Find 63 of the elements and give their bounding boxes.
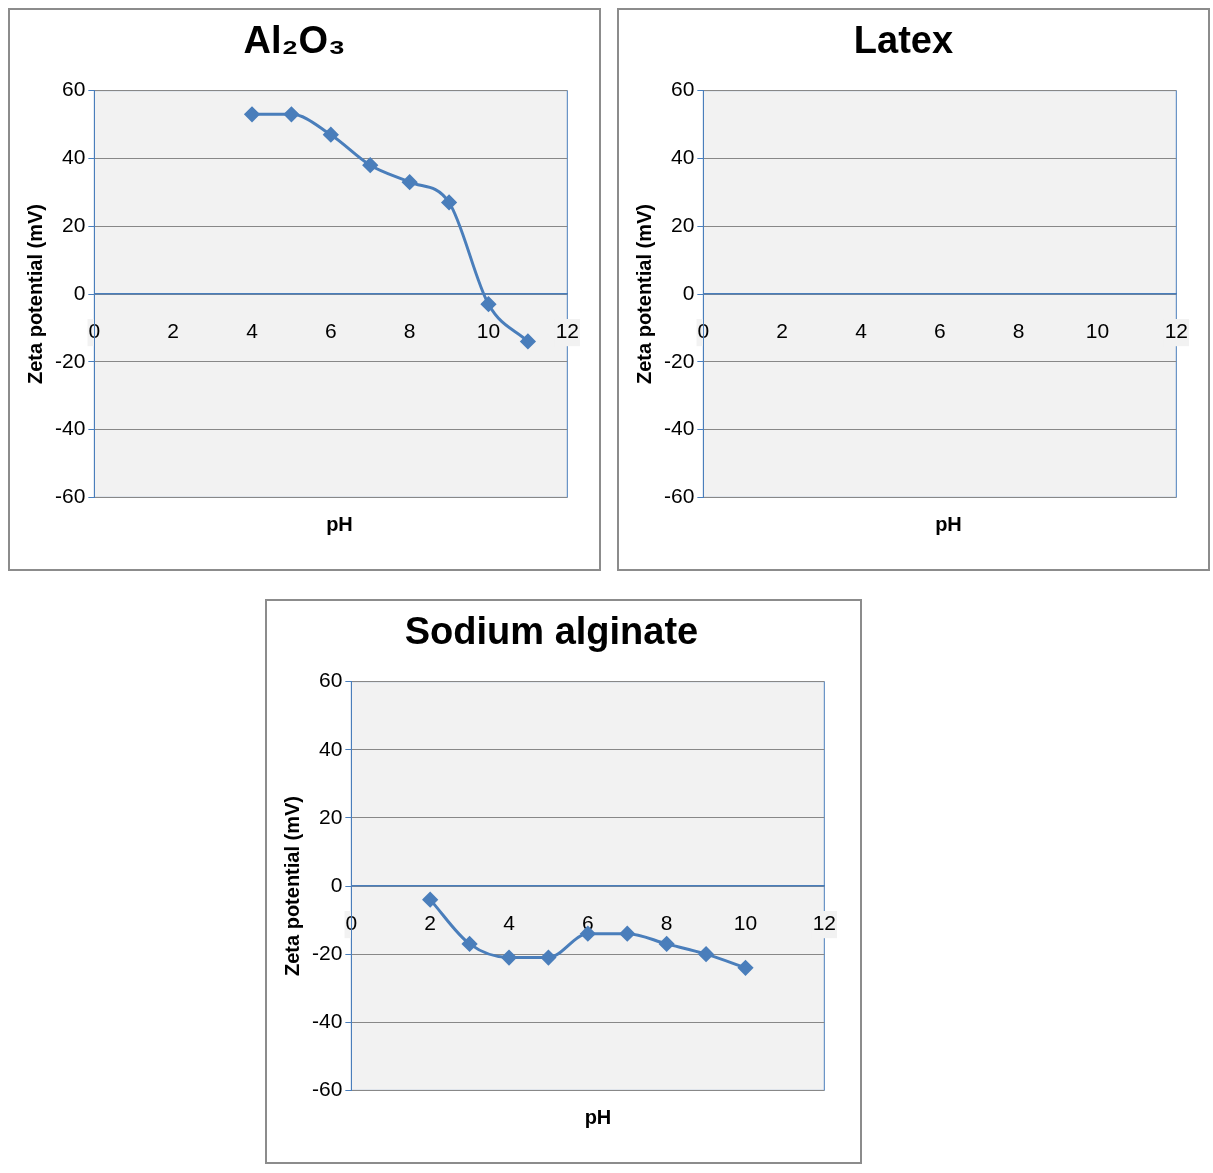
y-tick-label: 20 [61, 213, 86, 236]
y-tick-label: 40 [61, 145, 86, 169]
chart-title: Sodium alginate [404, 610, 698, 653]
x-axis-title: pH [325, 513, 354, 536]
x-tick-label: 12 [555, 319, 579, 343]
point [737, 960, 753, 976]
point [441, 194, 457, 210]
point [698, 946, 714, 962]
y-axis-title: Zeta potential (mV) [632, 203, 655, 385]
point [501, 950, 517, 966]
x-tick-label: 6 [933, 319, 946, 343]
x-tick-label: 10 [733, 911, 757, 935]
x-tick-label: 2 [167, 319, 180, 343]
point [244, 106, 260, 122]
y-tick-label: 20 [670, 213, 695, 236]
y-tick-label: -60 [54, 484, 86, 508]
point [540, 950, 556, 966]
x-axis-title: pH [934, 513, 963, 536]
y-tick-label: -40 [663, 416, 695, 440]
chart-title: Latex [853, 19, 954, 62]
point [461, 936, 477, 952]
point [283, 106, 299, 122]
y-tick-label: -40 [54, 416, 86, 440]
y-tick-label: 60 [670, 77, 695, 101]
y-tick-label: 40 [318, 736, 342, 760]
x-tick-label: 2 [423, 911, 436, 935]
x-axis-title: pH [583, 1106, 613, 1129]
y-tick-label: -20 [311, 940, 342, 964]
y-tick-label: 0 [330, 872, 342, 896]
chart-title: Al₂O₃ [243, 19, 346, 62]
x-tick-label: 2 [776, 319, 789, 343]
point [323, 127, 339, 143]
x-tick-label: 8 [403, 319, 416, 343]
y-tick-label: 0 [682, 280, 695, 304]
x-tick-label: 8 [660, 911, 673, 935]
point [520, 333, 536, 349]
y-tick-label: 20 [318, 804, 342, 828]
y-tick-label: -60 [311, 1077, 342, 1101]
x-tick-label: 4 [246, 319, 259, 343]
y-axis-title: Zeta potential (mV) [280, 795, 303, 977]
y-tick-label: -20 [663, 348, 695, 372]
point [480, 296, 496, 312]
y-tick-label: 60 [318, 668, 342, 692]
y-tick-label: 0 [73, 280, 86, 304]
point [402, 174, 418, 190]
y-tick-label: -60 [663, 484, 695, 508]
x-tick-label: 4 [855, 319, 868, 343]
y-tick-label: -40 [311, 1009, 342, 1033]
x-tick-label: 10 [476, 319, 501, 343]
x-tick-label: 4 [502, 911, 515, 935]
point [422, 892, 438, 908]
x-tick-label: 6 [324, 319, 337, 343]
y-tick-label: 60 [61, 77, 86, 101]
x-tick-label: 10 [1085, 319, 1110, 343]
x-tick-label: 12 [1164, 319, 1188, 343]
y-tick-label: -20 [54, 348, 86, 372]
x-tick-label: 8 [1012, 319, 1025, 343]
point [658, 936, 674, 952]
y-axis-title: Zeta potential (mV) [23, 203, 46, 385]
y-tick-label: 40 [670, 145, 695, 169]
x-tick-label: 12 [812, 911, 836, 935]
point [362, 157, 378, 173]
point [619, 926, 635, 942]
